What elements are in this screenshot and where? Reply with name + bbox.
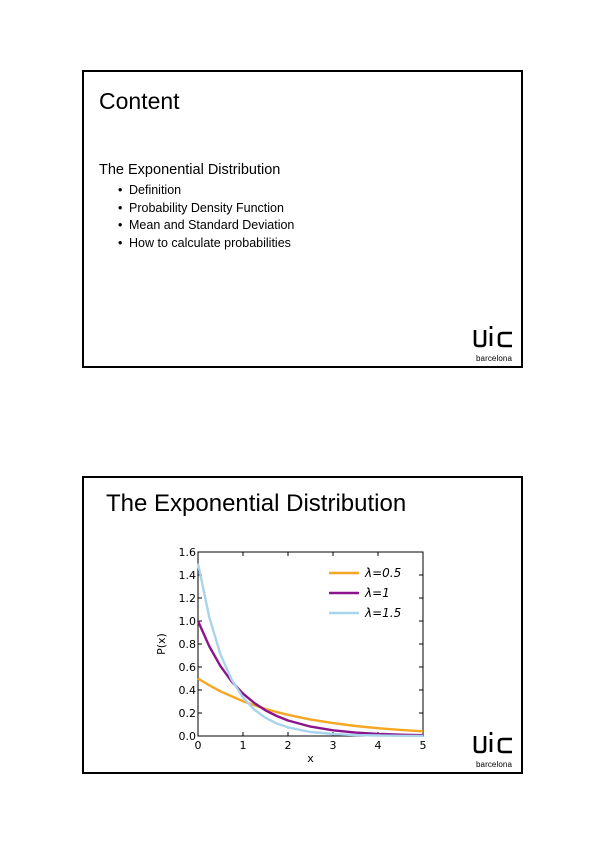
y-tick-label: 1.2 bbox=[179, 592, 197, 605]
bullet-item: • Definition bbox=[118, 182, 294, 200]
series-line bbox=[197, 677, 424, 733]
legend-label: λ=1 bbox=[364, 586, 390, 600]
bullet-text: How to calculate probabilities bbox=[129, 235, 291, 250]
legend-label: λ=1.5 bbox=[364, 606, 401, 620]
bullet-icon: • bbox=[118, 235, 123, 250]
section-heading: The Exponential Distribution bbox=[99, 162, 281, 178]
x-tick-label: 4 bbox=[375, 739, 382, 752]
legend-label: λ=0.5 bbox=[364, 566, 401, 580]
series-line bbox=[196, 563, 424, 738]
x-tick-label: 3 bbox=[330, 739, 337, 752]
x-tick-label: 1 bbox=[240, 739, 247, 752]
bullet-item: • Mean and Standard Deviation bbox=[118, 217, 294, 235]
bullet-text: Mean and Standard Deviation bbox=[129, 218, 295, 232]
bullet-text: Probability Density Function bbox=[129, 200, 284, 215]
bullet-text: Definition bbox=[129, 183, 182, 197]
y-tick-label: 0.8 bbox=[179, 638, 197, 651]
y-tick-label: 1.6 bbox=[179, 546, 197, 559]
exponential-pdf-chart: 0.0 0.2 0.4 0.6 0.8 1.0 1.2 1.4 1.6 0 1 2 3 4 5 x P(x) λ=… bbox=[155, 546, 427, 765]
x-tick-label: 5 bbox=[420, 739, 427, 752]
slide-exponential-distribution: The Exponential Distribution 0.0 0.2 0.4 0.… bbox=[82, 476, 523, 774]
bullet-icon: • bbox=[118, 218, 123, 232]
slide-title: The Exponential Distribution bbox=[106, 490, 407, 517]
bullet-icon: • bbox=[118, 183, 123, 197]
x-axis-label: x bbox=[307, 752, 314, 765]
x-tick-label: 0 bbox=[195, 739, 202, 752]
y-tick-label: 0.2 bbox=[179, 707, 197, 720]
y-tick-label: 0.4 bbox=[179, 684, 197, 697]
slide-title: Content bbox=[99, 88, 180, 114]
slide-content: Content The Exponential Distribution • De… bbox=[82, 70, 523, 368]
series-line bbox=[196, 620, 424, 737]
y-tick-label: 0.0 bbox=[179, 730, 197, 743]
bullet-item: • Probability Density Function bbox=[118, 200, 294, 218]
bullet-list: • Definition • Probability Density Functio… bbox=[118, 182, 294, 252]
y-tick-label: 0.6 bbox=[179, 661, 197, 674]
bullet-item: • How to calculate probabilities bbox=[118, 235, 294, 253]
uic-logo: barcelona bbox=[471, 727, 517, 769]
logo-subtext: barcelona bbox=[475, 354, 513, 363]
uic-logo-mark bbox=[473, 326, 512, 348]
uic-logo: barcelona bbox=[471, 321, 517, 363]
uic-logo-mark bbox=[473, 732, 512, 754]
y-tick-label: 1.0 bbox=[179, 615, 197, 628]
logo-subtext: barcelona bbox=[475, 760, 513, 769]
y-tick-label: 1.4 bbox=[179, 569, 197, 582]
bullet-icon: • bbox=[118, 200, 123, 215]
x-tick-label: 2 bbox=[285, 739, 292, 752]
y-axis-label: P(x) bbox=[155, 633, 168, 655]
